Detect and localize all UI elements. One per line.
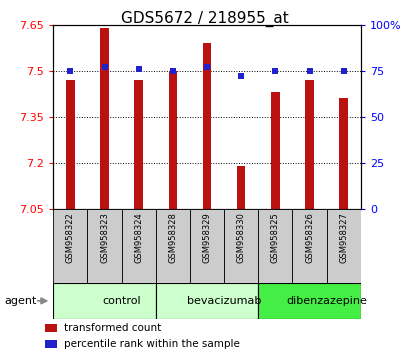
Bar (326, 209, 360, 283)
Bar (155, 209, 189, 283)
Bar (100, 28, 108, 209)
Bar (236, 166, 245, 209)
Point (203, 64, 210, 70)
Text: transformed count: transformed count (64, 323, 161, 333)
Bar (53, 283, 155, 319)
Text: GSM958328: GSM958328 (168, 212, 177, 263)
Bar (66, 80, 74, 209)
Point (101, 64, 108, 70)
Text: GSM958327: GSM958327 (338, 212, 347, 263)
Text: GSM958330: GSM958330 (236, 212, 245, 263)
Text: bevacizumab: bevacizumab (187, 296, 261, 306)
Text: GSM958322: GSM958322 (66, 212, 75, 263)
Text: GSM958329: GSM958329 (202, 212, 211, 263)
Text: GSM958326: GSM958326 (304, 212, 313, 263)
Bar (270, 92, 279, 209)
Bar (121, 209, 155, 283)
Point (339, 68, 346, 74)
Text: GSM958324: GSM958324 (134, 212, 143, 263)
Text: GDS5672 / 218955_at: GDS5672 / 218955_at (121, 11, 288, 27)
Point (169, 68, 176, 74)
Bar (292, 209, 326, 283)
Text: GSM958325: GSM958325 (270, 212, 279, 263)
Bar (53, 209, 87, 283)
Point (306, 68, 312, 74)
Bar (258, 209, 292, 283)
Text: control: control (102, 296, 141, 306)
Bar (189, 209, 224, 283)
Text: agent: agent (4, 296, 36, 306)
Bar (224, 209, 258, 283)
Bar (339, 98, 347, 209)
Bar (305, 80, 313, 209)
Bar (134, 80, 143, 209)
Point (237, 74, 244, 79)
Bar (87, 209, 121, 283)
Text: GSM958323: GSM958323 (100, 212, 109, 263)
Bar (202, 43, 211, 209)
Text: dibenzazepine: dibenzazepine (285, 296, 366, 306)
Point (272, 68, 278, 74)
Bar (258, 283, 360, 319)
Bar (155, 283, 258, 319)
Text: percentile rank within the sample: percentile rank within the sample (64, 339, 240, 349)
Point (67, 68, 74, 74)
Bar (168, 71, 177, 209)
Bar (45, 324, 57, 332)
Point (135, 66, 142, 72)
Bar (45, 340, 57, 348)
